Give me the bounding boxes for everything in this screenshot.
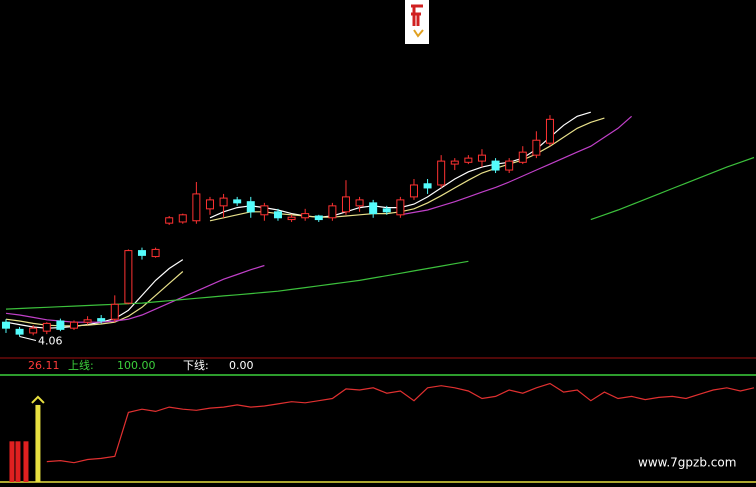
candle-body xyxy=(328,205,337,219)
candle-body xyxy=(69,321,78,329)
candle-body xyxy=(477,154,486,162)
ma-line xyxy=(5,260,469,310)
candle-body xyxy=(205,199,214,210)
candle-body xyxy=(260,205,269,216)
logo-glyph xyxy=(411,4,423,26)
candle-body xyxy=(178,214,187,223)
candle-body xyxy=(369,202,378,215)
candle-body xyxy=(464,157,473,163)
candle-body xyxy=(246,201,255,213)
candle-body xyxy=(124,250,133,304)
candle-body xyxy=(396,199,405,216)
signal-bar xyxy=(23,441,29,482)
candle-body xyxy=(505,160,514,171)
indicator-line xyxy=(46,382,755,464)
signal-bar xyxy=(9,441,15,482)
indicator-value: 26.11 xyxy=(28,359,60,372)
ma-line xyxy=(5,259,184,329)
signal-bar xyxy=(15,441,21,482)
lower-line-label: 0.00 xyxy=(229,359,254,372)
candle-body xyxy=(423,183,432,189)
candle-body xyxy=(83,319,92,323)
candle-body xyxy=(314,215,323,221)
candle-body xyxy=(532,139,541,156)
upper-line-label: 100.00 xyxy=(117,359,156,372)
candle-body xyxy=(409,184,418,198)
low-pointer xyxy=(19,336,37,342)
candle-body xyxy=(545,118,554,144)
candle-body xyxy=(42,322,51,332)
candle-body xyxy=(491,160,500,171)
candle-body xyxy=(287,216,296,221)
ma-line xyxy=(5,271,184,327)
lower-line-name: 下线: xyxy=(183,358,209,372)
candle-body xyxy=(1,321,10,329)
candle-body xyxy=(56,320,65,330)
candle-body xyxy=(355,199,364,207)
ma-line xyxy=(590,156,755,221)
upper-line-name: 上线: xyxy=(68,358,94,372)
candle-body xyxy=(110,303,119,320)
ma-line xyxy=(5,264,265,323)
low-label: 4.06 xyxy=(38,335,63,348)
ma-line xyxy=(400,115,632,216)
signal-marker xyxy=(31,395,45,404)
candle-body xyxy=(29,327,38,334)
candle-body xyxy=(341,196,350,213)
candle-body xyxy=(233,199,242,204)
candle-body xyxy=(97,318,106,322)
candle-body xyxy=(15,328,24,335)
signal-bar xyxy=(35,404,41,482)
watermark: www.7gpzb.com xyxy=(638,456,736,470)
logo-mark xyxy=(413,29,424,38)
candle-body xyxy=(151,248,160,258)
candle-body xyxy=(518,151,527,163)
candle-body xyxy=(165,217,174,224)
candle-body xyxy=(437,160,446,186)
candle-body xyxy=(450,160,459,165)
candle-body xyxy=(137,250,146,256)
candle-body xyxy=(273,211,282,219)
candle-body xyxy=(219,197,228,207)
candle-body xyxy=(382,208,391,213)
candle-body xyxy=(192,193,201,222)
candle-body xyxy=(301,213,310,219)
